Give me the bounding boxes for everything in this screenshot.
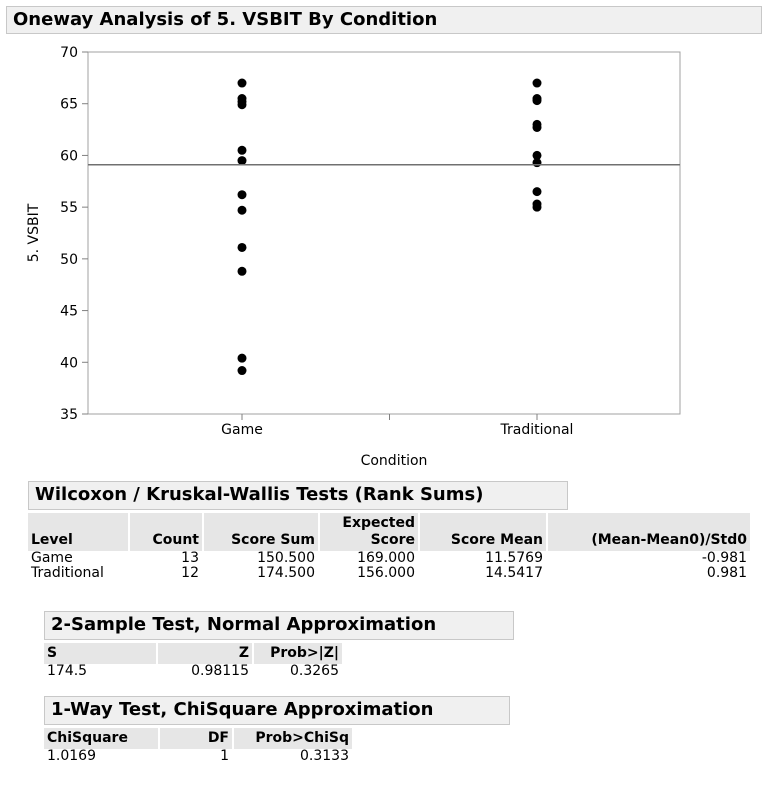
table-cell: 13 [181,550,199,566]
data-point [532,78,542,88]
data-point [532,123,542,133]
y-tick-label: 40 [60,355,78,371]
section-title: 1-Way Test, ChiSquare Approximation [44,696,510,725]
y-tick-label: 65 [60,97,78,113]
data-point [237,205,247,215]
table-cell: 0.98115 [191,663,249,679]
x-tick-label: Game [221,422,263,438]
table-cell: 150.500 [257,550,315,566]
report-title: Oneway Analysis of 5. VSBIT By Condition [6,6,762,34]
data-point [237,190,247,200]
table-cell: 14.5417 [485,565,543,581]
data-point [237,266,247,276]
y-tick-label: 55 [60,200,78,216]
section-title: 2-Sample Test, Normal Approximation [44,611,514,640]
y-axis-label: 5. VSBIT [26,203,42,262]
data-point [237,100,247,110]
column-header: Expected Score [320,513,418,551]
data-point [237,242,247,252]
table-cell: 1 [220,748,229,764]
data-point [237,366,247,376]
column-header: Level [28,513,128,551]
plot-frame [87,51,681,415]
data-point [532,96,542,106]
data-point [532,158,542,168]
column-header: Count [130,513,202,551]
report-table: ChiSquare DF Prob>ChiSq 1.0169 1 0.3133 [42,728,354,764]
section-title: Wilcoxon / Kruskal-Wallis Tests (Rank Su… [28,481,568,510]
y-tick-label: 60 [60,148,78,164]
column-header: Prob>ChiSq [234,728,352,749]
table-cell: 174.5 [47,663,88,679]
table-cell: 169.000 [357,550,415,566]
column-header: Z [158,643,252,664]
table-cell: 156.000 [357,565,415,581]
table-cell: Game [31,550,73,566]
data-point [237,78,247,88]
y-tick-label: 70 [60,45,78,61]
y-tick-label: 45 [60,304,78,320]
table-cell: 0.981 [706,565,747,581]
x-tick-label: Traditional [500,422,574,438]
y-tick-label: 35 [60,407,78,423]
data-point [237,353,247,363]
column-header: Score Mean [420,513,546,551]
table-cell: 11.5769 [485,550,543,566]
data-point [237,145,247,155]
table-cell: 174.500 [257,565,315,581]
column-header: DF [160,728,232,749]
report-table: Level Count Score Sum Expected Score Score M… [26,513,752,581]
column-header: Prob>|Z| [254,643,342,664]
data-point [532,187,542,197]
table-cell: 1.0169 [47,748,96,764]
table-cell: 0.3133 [300,748,349,764]
chart: Condition 5. VSBIT 35 40 45 50 55 60 65 70 Game T… [26,45,681,469]
table-cell: Traditional [31,565,104,581]
report-table: S Z Prob>|Z| 174.5 0.98115 0.3265 [42,643,344,679]
x-axis-label: Condition [361,453,428,469]
table-cell: 12 [181,565,199,581]
column-header: ChiSquare [44,728,158,749]
column-header: S [44,643,156,664]
y-tick-label: 50 [60,252,78,268]
column-header: (Mean-Mean0)/Std0 [548,513,750,551]
column-header: Score Sum [204,513,318,551]
data-point [532,202,542,212]
data-point [532,150,542,160]
table-cell: -0.981 [701,550,747,566]
data-point [237,156,247,166]
table-cell: 0.3265 [290,663,339,679]
